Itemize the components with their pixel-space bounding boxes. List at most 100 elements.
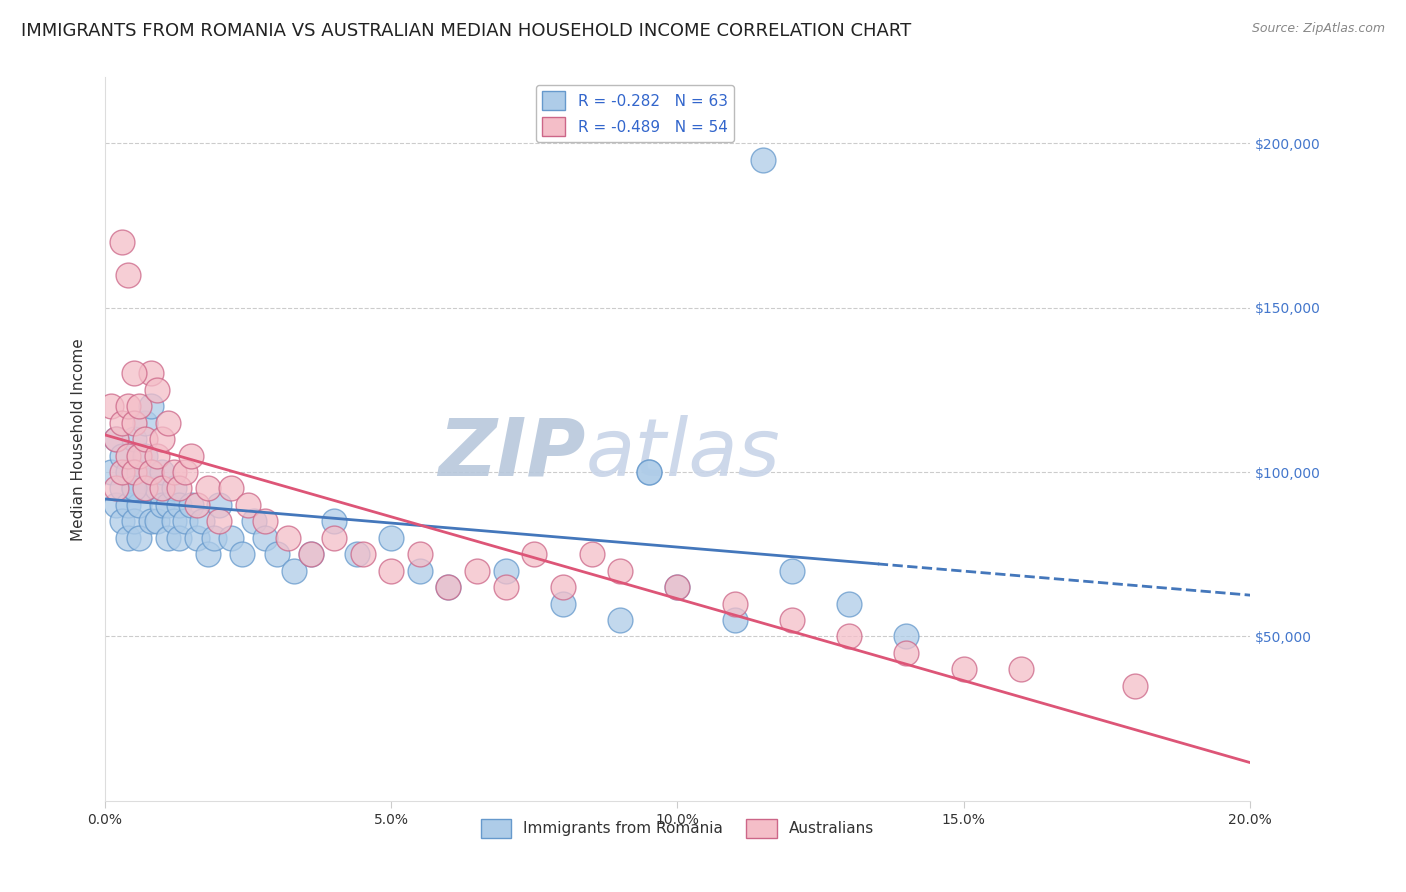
Point <box>838 597 860 611</box>
Text: Source: ZipAtlas.com: Source: ZipAtlas.com <box>1251 22 1385 36</box>
Point <box>134 482 156 496</box>
Point <box>128 399 150 413</box>
Point <box>163 514 186 528</box>
Point <box>105 498 128 512</box>
Point <box>437 580 460 594</box>
Point <box>219 531 242 545</box>
Point <box>637 465 659 479</box>
Point <box>174 465 197 479</box>
Point <box>277 531 299 545</box>
Point <box>609 613 631 627</box>
Point <box>266 547 288 561</box>
Point <box>117 268 139 282</box>
Point <box>254 514 277 528</box>
Point <box>134 482 156 496</box>
Text: IMMIGRANTS FROM ROMANIA VS AUSTRALIAN MEDIAN HOUSEHOLD INCOME CORRELATION CHART: IMMIGRANTS FROM ROMANIA VS AUSTRALIAN ME… <box>21 22 911 40</box>
Point <box>465 564 488 578</box>
Point <box>128 531 150 545</box>
Point <box>409 564 432 578</box>
Point <box>780 613 803 627</box>
Point <box>352 547 374 561</box>
Point <box>139 367 162 381</box>
Point <box>105 432 128 446</box>
Point <box>145 482 167 496</box>
Point <box>139 465 162 479</box>
Point <box>208 514 231 528</box>
Point <box>174 514 197 528</box>
Y-axis label: Median Household Income: Median Household Income <box>72 338 86 541</box>
Point <box>117 449 139 463</box>
Point <box>243 514 266 528</box>
Point <box>637 465 659 479</box>
Point <box>551 597 574 611</box>
Point <box>122 465 145 479</box>
Point <box>191 514 214 528</box>
Point <box>139 465 162 479</box>
Point <box>134 449 156 463</box>
Point <box>117 465 139 479</box>
Point <box>111 514 134 528</box>
Point <box>724 597 747 611</box>
Point <box>495 564 517 578</box>
Point <box>145 449 167 463</box>
Point <box>299 547 322 561</box>
Point <box>111 482 134 496</box>
Point <box>323 531 346 545</box>
Point <box>409 547 432 561</box>
Point <box>156 498 179 512</box>
Point <box>952 662 974 676</box>
Point <box>1125 679 1147 693</box>
Point <box>231 547 253 561</box>
Point <box>117 498 139 512</box>
Point <box>180 449 202 463</box>
Point <box>117 531 139 545</box>
Point <box>105 432 128 446</box>
Point <box>323 514 346 528</box>
Point <box>139 399 162 413</box>
Point <box>100 465 122 479</box>
Point <box>666 580 689 594</box>
Point <box>122 465 145 479</box>
Point <box>156 416 179 430</box>
Point <box>896 630 918 644</box>
Point <box>197 482 219 496</box>
Text: ZIP: ZIP <box>439 415 586 492</box>
Point <box>380 531 402 545</box>
Point <box>122 482 145 496</box>
Point <box>134 432 156 446</box>
Point <box>896 646 918 660</box>
Point <box>150 482 173 496</box>
Point <box>169 482 191 496</box>
Point <box>838 630 860 644</box>
Point <box>163 465 186 479</box>
Point <box>105 482 128 496</box>
Point <box>128 498 150 512</box>
Point <box>197 547 219 561</box>
Point <box>219 482 242 496</box>
Point <box>666 580 689 594</box>
Point <box>128 449 150 463</box>
Point <box>202 531 225 545</box>
Point <box>122 514 145 528</box>
Point <box>180 498 202 512</box>
Point <box>122 432 145 446</box>
Point <box>495 580 517 594</box>
Point <box>117 399 139 413</box>
Point <box>609 564 631 578</box>
Point <box>150 498 173 512</box>
Point <box>169 498 191 512</box>
Point <box>1010 662 1032 676</box>
Point <box>208 498 231 512</box>
Point <box>437 580 460 594</box>
Point <box>111 465 134 479</box>
Point <box>581 547 603 561</box>
Point <box>186 498 208 512</box>
Point <box>254 531 277 545</box>
Point <box>346 547 368 561</box>
Point <box>236 498 259 512</box>
Point <box>134 416 156 430</box>
Point <box>111 449 134 463</box>
Point <box>111 235 134 249</box>
Point <box>523 547 546 561</box>
Point <box>100 399 122 413</box>
